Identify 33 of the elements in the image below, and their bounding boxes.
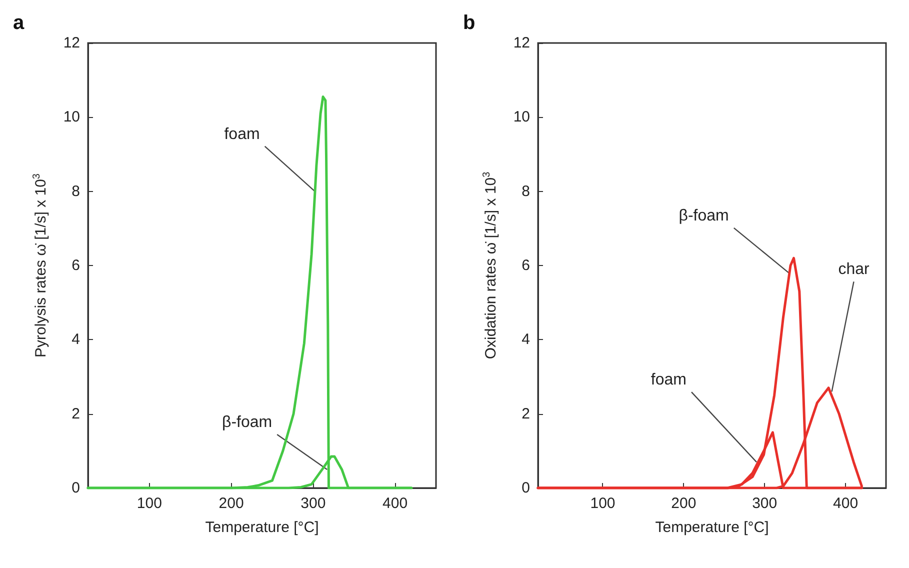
x-tick-label: 200 <box>218 495 244 512</box>
y-tick-label: 2 <box>72 405 80 422</box>
y-axis-title: Pyrolysis rates ω̇ [1/s] x 103 <box>32 173 50 358</box>
x-tick-label: 400 <box>833 495 858 512</box>
x-tick-label: 200 <box>671 495 696 512</box>
y-tick-label: 8 <box>72 182 80 200</box>
y-tick-label: 10 <box>63 108 80 126</box>
x-axis-title: Temperature [°C] <box>205 519 319 536</box>
y-axis-title: Oxidation rates ω̇ [1/s] x 103 <box>482 171 500 360</box>
annotation: char <box>838 261 870 278</box>
y-tick-label: 2 <box>522 405 530 422</box>
chart-title: b <box>463 12 476 34</box>
x-tick-label: 300 <box>752 495 778 512</box>
annotation: foam <box>224 126 260 143</box>
annotation: β-foam <box>222 414 272 431</box>
y-tick-label: 4 <box>72 331 80 348</box>
y-tick-label: 10 <box>513 108 530 126</box>
annotation: β-foam <box>678 207 729 224</box>
y-tick-label: 12 <box>63 34 80 52</box>
x-tick-label: 100 <box>136 495 162 512</box>
x-tick-label: 300 <box>300 495 326 512</box>
annotation: foam <box>650 372 687 389</box>
y-tick-label: 0 <box>72 480 80 496</box>
y-tick-label: 8 <box>522 182 530 200</box>
y-tick-label: 0 <box>522 480 530 496</box>
x-tick-label: 400 <box>382 495 408 512</box>
y-tick-label: 4 <box>522 331 530 348</box>
x-axis-title: Temperature [°C] <box>655 519 769 536</box>
y-tick-label: 6 <box>522 257 530 274</box>
chart-title: a <box>13 12 25 34</box>
x-tick-label: 100 <box>590 495 616 512</box>
y-tick-label: 12 <box>513 34 530 52</box>
y-tick-label: 6 <box>72 257 80 274</box>
